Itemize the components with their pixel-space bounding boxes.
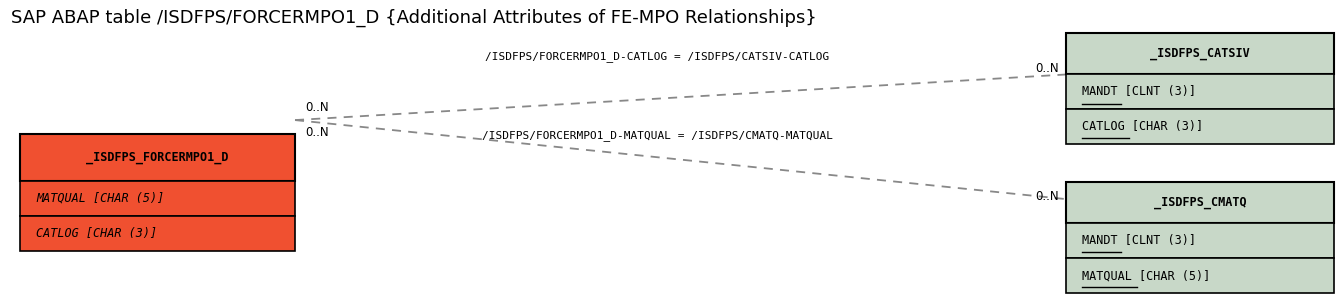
Text: /ISDFPS/FORCERMPO1_D-MATQUAL = /ISDFPS/CMATQ-MATQUAL: /ISDFPS/FORCERMPO1_D-MATQUAL = /ISDFPS/C… [481, 130, 833, 141]
Text: MANDT [CLNT (3)]: MANDT [CLNT (3)] [1082, 234, 1196, 247]
Text: 0..N: 0..N [1035, 190, 1059, 202]
Bar [1066, 258, 1334, 293]
Bar [1066, 109, 1334, 144]
Text: 0..N: 0..N [306, 126, 330, 139]
Bar [1066, 182, 1334, 223]
Text: /ISDFPS/FORCERMPO1_D-CATLOG = /ISDFPS/CATSIV-CATLOG: /ISDFPS/FORCERMPO1_D-CATLOG = /ISDFPS/CA… [485, 51, 829, 62]
Text: _ISDFPS_CATSIV: _ISDFPS_CATSIV [1151, 47, 1250, 60]
Bar [20, 134, 295, 181]
Text: MATQUAL [CHAR (5)]: MATQUAL [CHAR (5)] [1082, 269, 1211, 282]
Text: SAP ABAP table /ISDFPS/FORCERMPO1_D {Additional Attributes of FE-MPO Relationshi: SAP ABAP table /ISDFPS/FORCERMPO1_D {Add… [11, 9, 817, 27]
Bar [1066, 74, 1334, 109]
Bar [20, 181, 295, 216]
Text: 0..N: 0..N [1035, 62, 1059, 75]
Text: _ISDFPS_FORCERMPO1_D: _ISDFPS_FORCERMPO1_D [86, 151, 229, 164]
Text: 0..N: 0..N [306, 102, 330, 114]
Bar [1066, 33, 1334, 74]
Bar [1066, 223, 1334, 258]
Bar [20, 216, 295, 251]
Text: CATLOG [CHAR (3)]: CATLOG [CHAR (3)] [1082, 120, 1203, 133]
Text: MATQUAL [CHAR (5)]: MATQUAL [CHAR (5)] [36, 192, 165, 205]
Text: _ISDFPS_CMATQ: _ISDFPS_CMATQ [1153, 196, 1247, 209]
Text: CATLOG [CHAR (3)]: CATLOG [CHAR (3)] [36, 227, 157, 240]
Text: MANDT [CLNT (3)]: MANDT [CLNT (3)] [1082, 85, 1196, 98]
